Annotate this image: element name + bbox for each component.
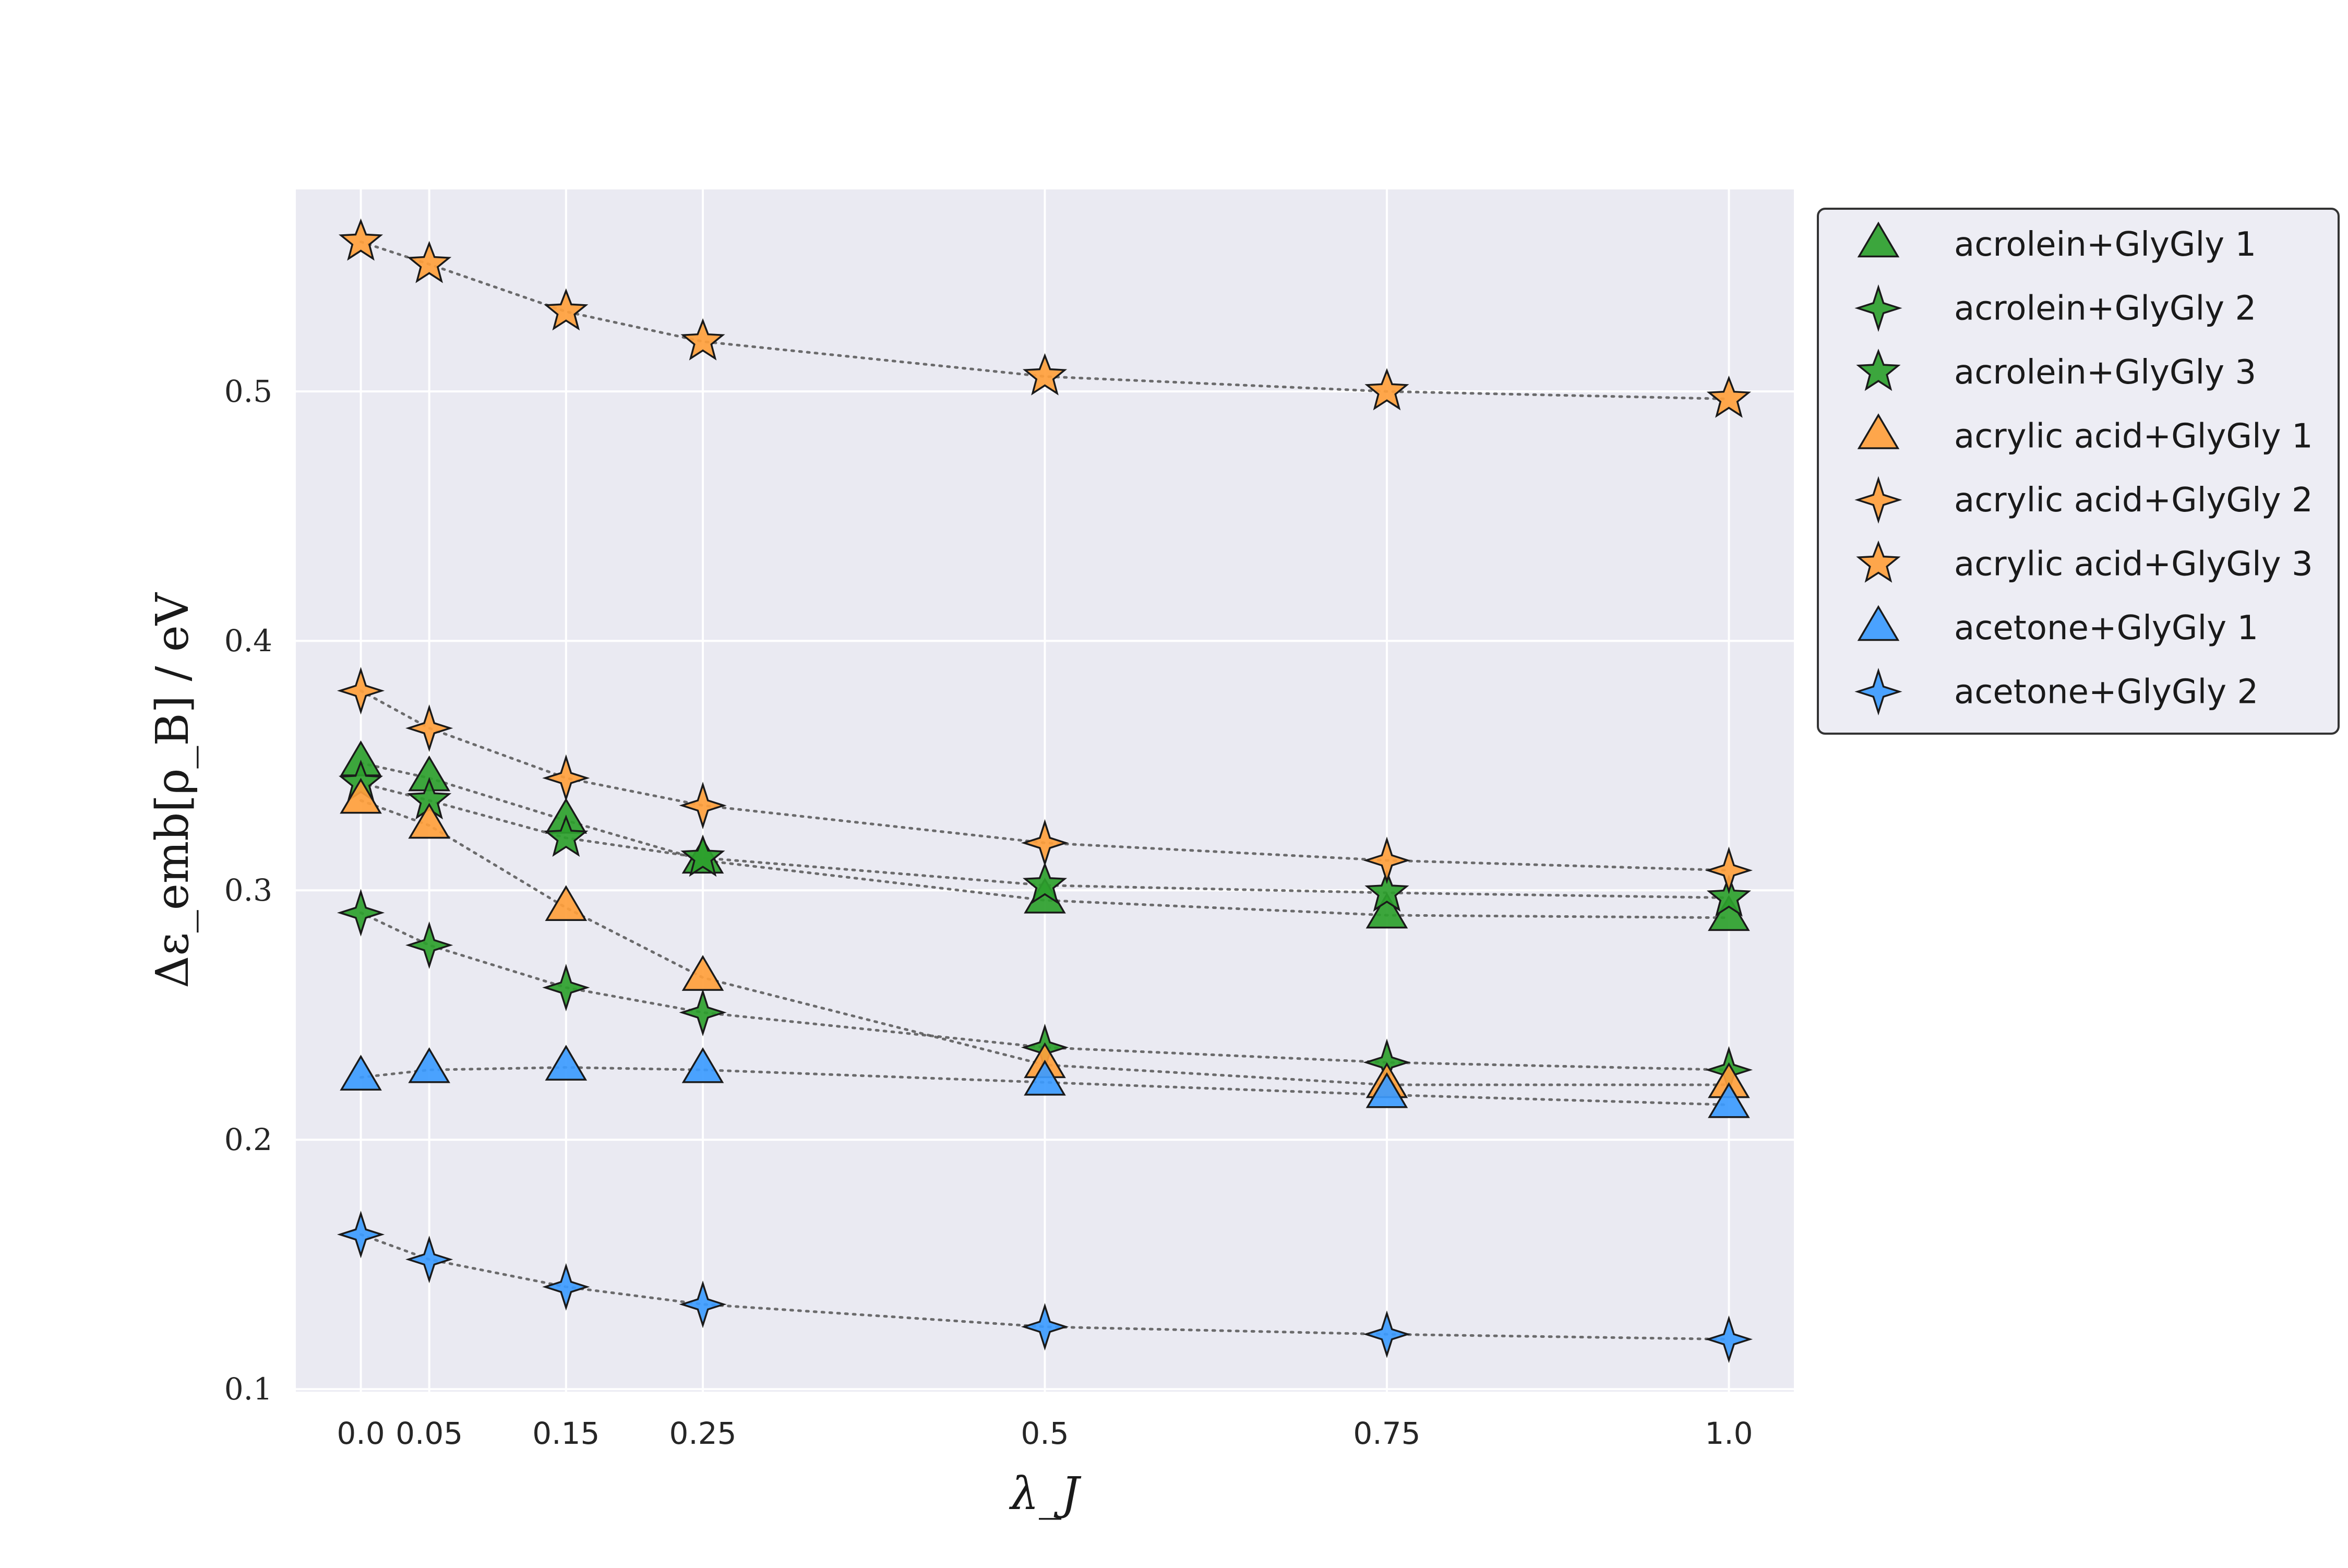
y-tick-label: 0.1 [224, 1371, 272, 1407]
data-point-2 [542, 963, 590, 1012]
data-point-8 [1705, 1315, 1753, 1363]
data-point-4 [408, 803, 450, 839]
data-point-8 [542, 1263, 590, 1311]
data-point-7 [1024, 1059, 1066, 1096]
data-point-7 [681, 1047, 724, 1083]
data-point-8 [1021, 1303, 1069, 1351]
legend-marker [1856, 349, 1901, 391]
data-point-5 [337, 667, 385, 715]
data-point-8 [679, 1280, 727, 1328]
data-point-5 [679, 782, 727, 830]
legend: acrolein+GlyGly 1 acrolein+GlyGly 2 acrole… [1817, 208, 2340, 735]
data-point-4 [545, 885, 588, 921]
data-point-3 [1022, 861, 1068, 904]
legend-label: acrolein+GlyGly 1 [1954, 225, 2256, 264]
data-point-1 [1365, 892, 1408, 929]
data-point-3 [680, 834, 725, 877]
data-point-8 [337, 1211, 385, 1259]
legend-label: acrolein+GlyGly 3 [1954, 353, 2256, 392]
legend-box [1817, 208, 2340, 735]
legend-marker [1857, 413, 1900, 449]
x-tick-label: 1.0 [1705, 1416, 1753, 1451]
data-point-7 [1708, 1082, 1750, 1118]
data-point-7 [408, 1047, 450, 1083]
data-point-3 [1364, 869, 1409, 912]
data-point-2 [679, 988, 727, 1037]
legend-label: acrylic acid+GlyGly 3 [1954, 545, 2313, 584]
data-point-5 [1021, 819, 1069, 867]
data-point-6 [680, 318, 725, 361]
legend-marker [1857, 605, 1900, 641]
legend-marker [1854, 476, 1902, 524]
legend-label: acetone+GlyGly 1 [1954, 609, 2258, 648]
y-tick-label: 0.2 [224, 1122, 272, 1157]
data-point-6 [407, 241, 452, 283]
x-axis-label: λ_J [1009, 1468, 1082, 1520]
data-point-6 [338, 218, 384, 261]
data-point-7 [340, 1055, 382, 1091]
legend-label: acrolein+GlyGly 2 [1954, 290, 2256, 328]
data-point-8 [405, 1236, 453, 1284]
data-point-6 [1364, 368, 1409, 411]
x-tick-label: 0.25 [669, 1416, 736, 1451]
data-point-5 [405, 704, 453, 752]
legend-items: acrolein+GlyGly 1 acrolein+GlyGly 2 acrole… [1854, 221, 2313, 716]
data-point-5 [1363, 836, 1411, 884]
data-point-6 [544, 288, 589, 331]
x-tick-label: 0.5 [1021, 1416, 1069, 1451]
y-tick-label: 0.5 [224, 374, 272, 409]
data-point-3 [544, 815, 589, 857]
legend-label: acrylic acid+GlyGly 2 [1954, 481, 2313, 520]
data-point-6 [1022, 353, 1068, 396]
data-point-7 [1365, 1072, 1408, 1108]
data-point-7 [545, 1045, 588, 1081]
legend-marker [1856, 540, 1901, 583]
data-point-5 [1705, 846, 1753, 894]
y-tick-label: 0.4 [224, 623, 272, 659]
data-point-4 [340, 777, 382, 814]
legend-marker [1854, 284, 1902, 332]
axis-tick-labels: 0.0 0.05 0.15 0.25 0.5 0.75 1.0 0.1 0.2 0.3 0.4 0.5 [224, 374, 1753, 1451]
data-point-2 [405, 921, 453, 969]
data-point-6 [1706, 375, 1752, 418]
series-markers [337, 218, 1753, 1363]
x-tick-label: 0.75 [1353, 1416, 1420, 1451]
data-point-5 [542, 754, 590, 802]
x-tick-label: 0.15 [532, 1416, 600, 1451]
data-point-3 [1706, 874, 1752, 917]
legend-label: acetone+GlyGly 2 [1954, 673, 2258, 712]
legend-marker [1857, 221, 1900, 258]
legend-marker [1854, 667, 1902, 716]
x-tick-label: 0.0 [337, 1416, 385, 1451]
y-tick-label: 0.3 [224, 872, 272, 908]
data-point-2 [337, 889, 385, 937]
data-point-4 [681, 955, 724, 991]
y-axis-label: Δε_emb[ρ_B] / eV [147, 592, 199, 988]
legend-label: acrylic acid+GlyGly 1 [1954, 417, 2313, 456]
x-tick-label: 0.05 [396, 1416, 463, 1451]
data-point-8 [1363, 1310, 1411, 1358]
